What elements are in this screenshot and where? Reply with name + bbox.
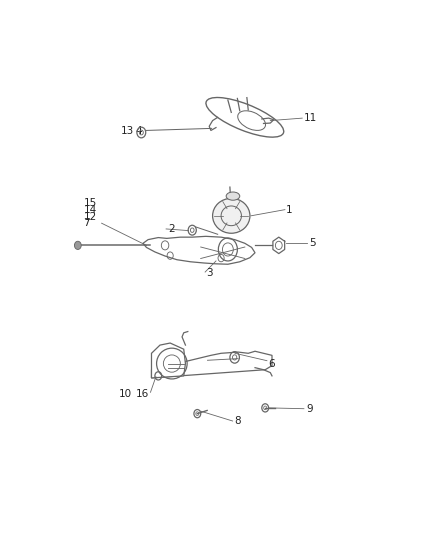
- Ellipse shape: [212, 198, 250, 233]
- Text: 4: 4: [135, 126, 142, 136]
- Polygon shape: [152, 351, 272, 378]
- Text: 11: 11: [304, 113, 318, 123]
- Polygon shape: [143, 236, 255, 264]
- Text: 13: 13: [121, 126, 134, 136]
- Text: 14: 14: [84, 205, 97, 215]
- Text: 2: 2: [169, 224, 175, 234]
- Text: 12: 12: [84, 212, 97, 222]
- Text: 16: 16: [136, 389, 149, 399]
- Text: 1: 1: [286, 205, 292, 215]
- Text: 9: 9: [306, 403, 313, 414]
- Text: 3: 3: [206, 268, 212, 278]
- Ellipse shape: [226, 192, 240, 200]
- Text: 15: 15: [84, 198, 97, 208]
- Text: 10: 10: [119, 389, 132, 399]
- Polygon shape: [152, 343, 185, 378]
- Text: 7: 7: [84, 218, 90, 228]
- Text: 6: 6: [268, 359, 275, 368]
- Circle shape: [74, 241, 81, 249]
- Text: 5: 5: [309, 238, 316, 248]
- Text: 8: 8: [235, 416, 241, 426]
